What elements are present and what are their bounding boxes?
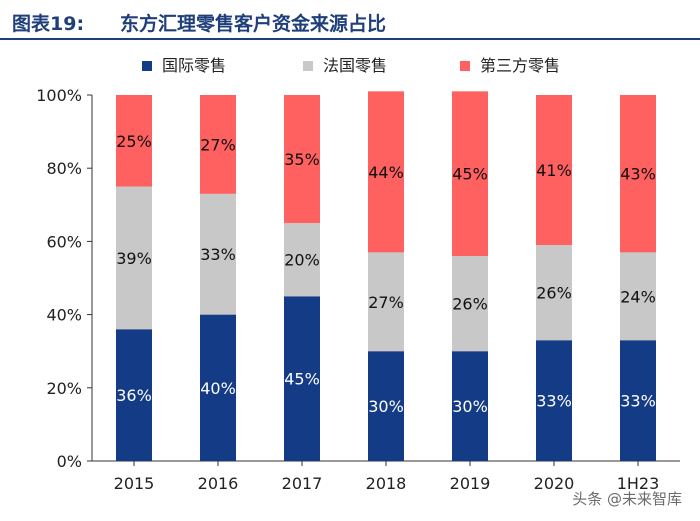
bar-segment — [284, 223, 320, 297]
data-label: 30% — [368, 397, 404, 416]
bar-segment — [284, 95, 320, 224]
bar-segment — [116, 329, 152, 461]
bar-segment — [200, 95, 236, 194]
bar-segment — [116, 95, 152, 187]
data-label: 43% — [620, 165, 656, 184]
data-label: 33% — [620, 392, 656, 411]
y-tick-label: 40% — [46, 306, 82, 325]
bar-segment — [200, 314, 236, 461]
bar-segment — [368, 351, 404, 461]
x-tick-label: 2015 — [114, 474, 155, 493]
bar-segment — [200, 193, 236, 315]
data-label: 35% — [284, 150, 320, 169]
y-tick-label: 20% — [46, 379, 82, 398]
bar-segment — [452, 351, 488, 461]
data-label: 30% — [452, 397, 488, 416]
bar-segment — [116, 186, 152, 330]
legend-label-2: 法国零售 — [323, 56, 387, 75]
data-label: 33% — [536, 392, 572, 411]
y-tick-label: 0% — [57, 452, 82, 471]
header-rule — [0, 38, 700, 40]
bar-segment — [536, 95, 572, 246]
bar-segment — [620, 252, 656, 341]
figure-title: 东方汇理零售客户资金来源占比 — [120, 13, 387, 35]
data-label: 27% — [368, 293, 404, 312]
legend-swatch-1 — [142, 61, 152, 71]
figure-label: 图表19: — [12, 13, 85, 35]
legend-label-1: 国际零售 — [162, 56, 226, 75]
data-label: 27% — [200, 135, 236, 154]
bar-segment — [536, 245, 572, 341]
data-label: 45% — [284, 370, 320, 389]
bar-segment — [368, 252, 404, 352]
data-label: 41% — [536, 161, 572, 180]
data-label: 20% — [284, 251, 320, 270]
x-tick-label: 2020 — [534, 474, 575, 493]
watermark: 头条 @未来智库 — [572, 490, 682, 508]
bar-segment — [368, 91, 404, 253]
bar-segment — [620, 95, 656, 253]
data-label: 45% — [452, 165, 488, 184]
legend-label-3: 第三方零售 — [480, 56, 560, 75]
stacked-bar-chart: 国际零售 法国零售 第三方零售 0% 20% 40% 60% 80% 100% 36% 39% 25%… — [36, 56, 680, 493]
bar-segment — [536, 340, 572, 461]
x-tick-label: 1H23 — [617, 474, 660, 493]
data-label: 40% — [200, 379, 236, 398]
figure-header: 图表19: 东方汇理零售客户资金来源占比 — [0, 0, 700, 40]
data-label: 25% — [116, 132, 152, 151]
bar-segment — [284, 296, 320, 461]
data-label: 36% — [116, 386, 152, 405]
x-tick-label: 2017 — [282, 474, 323, 493]
x-tick-label: 2018 — [366, 474, 407, 493]
y-tick-label: 100% — [36, 86, 82, 105]
x-tick-label: 2016 — [198, 474, 239, 493]
data-label: 39% — [116, 249, 152, 268]
x-tick-label: 2019 — [450, 474, 491, 493]
y-tick-label: 80% — [46, 159, 82, 178]
data-label: 26% — [452, 295, 488, 314]
legend-swatch-3 — [460, 61, 470, 71]
legend-swatch-2 — [303, 61, 313, 71]
y-tick-label: 60% — [46, 232, 82, 251]
data-label: 24% — [620, 287, 656, 306]
bar-segment — [452, 256, 488, 352]
bar-segment — [620, 340, 656, 461]
data-label: 26% — [536, 284, 572, 303]
bar-segment — [452, 91, 488, 257]
data-label: 33% — [200, 245, 236, 264]
data-label: 44% — [368, 163, 404, 182]
